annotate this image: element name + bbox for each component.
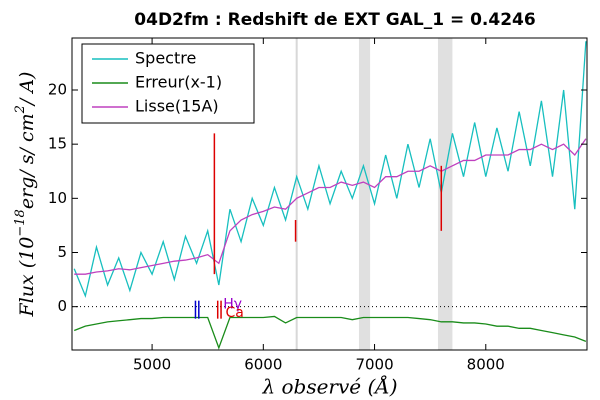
y-label-sup: −18 — [13, 209, 28, 236]
y-label-part: Flux (10 — [16, 237, 38, 318]
y-tick-label: 15 — [48, 135, 67, 153]
x-tick-label: 8000 — [467, 356, 505, 374]
plot-area — [72, 38, 587, 350]
y-tick-label: 20 — [48, 81, 67, 99]
line-label: Hγ — [223, 297, 242, 313]
y-tick-label: 5 — [57, 243, 67, 261]
series-line — [73, 41, 587, 298]
y-label-part: / A) — [16, 72, 38, 108]
band — [358, 38, 371, 350]
legend-label: Spectre — [135, 49, 196, 68]
x-tick-label: 5000 — [133, 356, 171, 374]
band — [437, 38, 453, 350]
line-label: Ca — [225, 305, 243, 321]
x-tick-label: 7000 — [355, 356, 393, 374]
y-tick-label: 0 — [57, 297, 67, 315]
y-tick-label: 10 — [48, 189, 67, 207]
series-line — [74, 138, 587, 275]
legend-label: Erreur(x-1) — [135, 73, 222, 92]
chart-title: 04D2fm : Redshift de EXT GAL_1 = 0.4246 — [134, 10, 535, 30]
plot-frame — [71, 37, 588, 351]
legend-label: Lisse(15A) — [135, 97, 219, 116]
x-tick-label: 6000 — [244, 356, 282, 374]
series-line — [73, 315, 587, 350]
y-label-part: erg/ s/ cm — [16, 113, 38, 209]
x-axis-label: λ observé (Å) — [261, 374, 397, 399]
y-label-sup: 2 — [13, 105, 28, 114]
y-axis-label: Flux (10−18erg/ s/ cm2/ A) — [13, 72, 39, 318]
